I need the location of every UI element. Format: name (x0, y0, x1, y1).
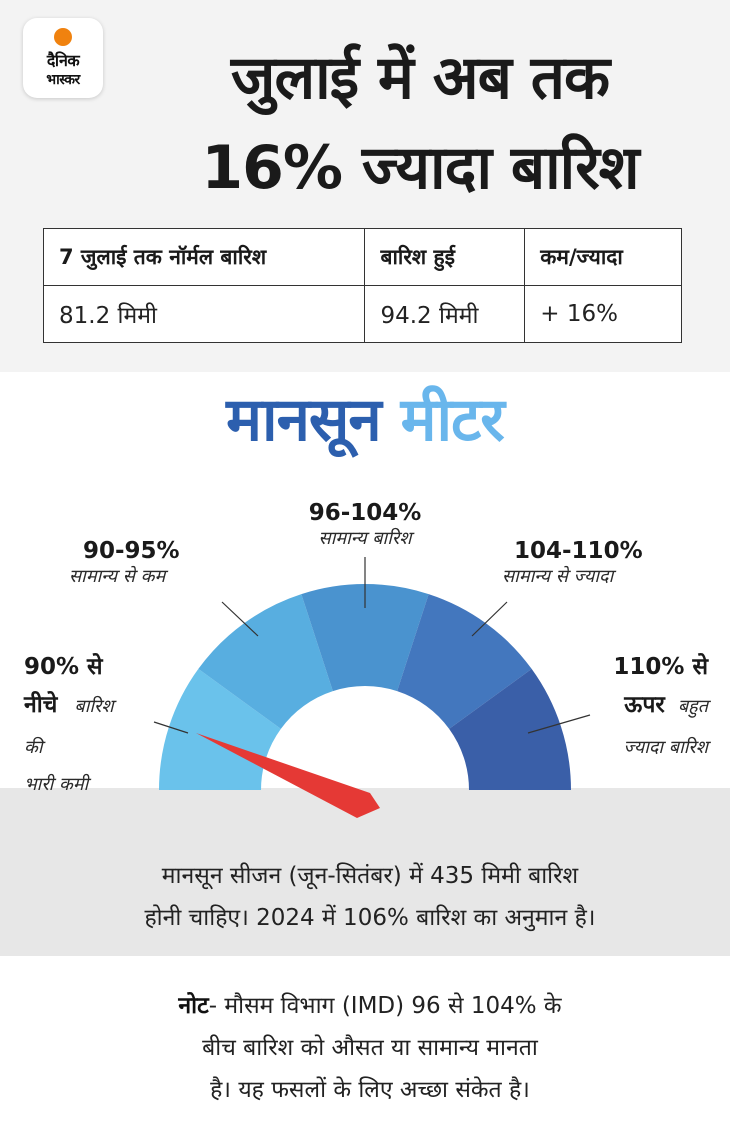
logo-line-1: दैनिक (46, 51, 80, 70)
info-band (0, 788, 730, 956)
range-below-90-line-2: नीचे (24, 692, 58, 718)
range-90-95: 90-95% (83, 538, 180, 564)
meter-title-part-2: मीटर (400, 385, 505, 455)
header-less-more: कम/ज्यादा (524, 228, 682, 286)
header-normal-rain: 7 जुलाई तक नॉर्मल बारिश (42, 228, 366, 286)
monsoon-season-info: मानसून सीजन (जून-सितंबर) में 435 मिमी बा… (60, 855, 680, 939)
leader-lines (153, 557, 591, 734)
value-less-more: + 16% (524, 285, 682, 343)
headline-line-2: 16% ज्यादा बारिश (201, 133, 639, 203)
desc-above-normal: सामान्य से ज्यादा (502, 566, 614, 587)
note-line-3: है। यह फसलों के लिए अच्छा संकेत है। (210, 1077, 530, 1103)
note-line-1: - मौसम विभाग (IMD) 96 से 104% के (208, 993, 562, 1019)
desc-seg-1-part-3: भारी कमी (24, 774, 89, 795)
range-below-90: 90% से (24, 654, 103, 680)
gauge-segment-4 (397, 594, 532, 729)
gauge-segment-5 (449, 668, 571, 790)
value-rain-occurred: 94.2 मिमी (364, 285, 526, 343)
info-line-2: होनी चाहिए। 2024 में 106% बारिश का अनुमा… (144, 905, 596, 931)
desc-seg-5-part-2: ज्यादा बारिश (623, 737, 708, 758)
desc-below-normal: सामान्य से कम (69, 566, 166, 587)
sun-icon (54, 28, 72, 46)
dainik-bhaskar-logo[interactable]: दैनिक भास्कर (23, 18, 103, 98)
value-normal-rain: 81.2 मिमी (42, 285, 366, 343)
logo-line-2: भास्कर (46, 72, 80, 88)
desc-seg-1-part-1: बारिश (74, 696, 114, 717)
leader-line-seg-4 (471, 601, 508, 637)
label-seg-3: 96-104% सामान्य बारिश (0, 500, 730, 550)
table-header-row: 7 जुलाई तक नॉर्मल बारिश बारिश हुई कम/ज्य… (42, 228, 682, 286)
monsoon-gauge (153, 557, 591, 818)
range-104-110: 104-110% (514, 538, 643, 564)
label-seg-2: 90-95% सामान्य से कम (69, 538, 180, 588)
rainfall-table: 7 जुलाई तक नॉर्मल बारिश बारिश हुई कम/ज्य… (42, 228, 682, 343)
leader-line-seg-1 (153, 721, 189, 734)
range-above-110: 110% से (613, 654, 708, 680)
info-line-1: मानसून सीजन (जून-सितंबर) में 435 मिमी बा… (161, 863, 579, 889)
table-row: 81.2 मिमी 94.2 मिमी + 16% (42, 285, 682, 343)
label-seg-5: 110% से ऊपर बहुत ज्यादा बारिश (588, 648, 708, 770)
note-text: नोट- मौसम विभाग (IMD) 96 से 104% के बीच … (70, 985, 670, 1111)
note-line-2: बीच बारिश को औसत या सामान्य मानता (202, 1035, 538, 1061)
gauge-segment-2 (198, 594, 333, 729)
desc-seg-1-part-2: की (24, 737, 43, 758)
range-above-110-line-2: ऊपर (624, 692, 665, 718)
leader-line-seg-5 (527, 714, 591, 734)
leader-line-seg-2 (221, 601, 259, 637)
gauge-segment-3 (301, 584, 429, 692)
headline-line-1: जुलाई में अब तक (230, 43, 610, 113)
meter-title-part-1: मानसून (226, 385, 382, 455)
header-rain-occurred: बारिश हुई (364, 228, 526, 286)
gauge-needle (196, 733, 380, 818)
note-label: नोट (178, 993, 209, 1019)
label-seg-4: 104-110% सामान्य से ज्यादा (502, 538, 643, 588)
monsoon-meter-title: मानसून मीटर (0, 380, 730, 460)
label-seg-1: 90% से नीचे बारिश की भारी कमी (24, 648, 114, 800)
desc-normal-rain: सामान्य बारिश (318, 528, 412, 549)
desc-seg-5-part-1: बहुत (677, 696, 708, 717)
range-96-104: 96-104% (308, 500, 422, 526)
